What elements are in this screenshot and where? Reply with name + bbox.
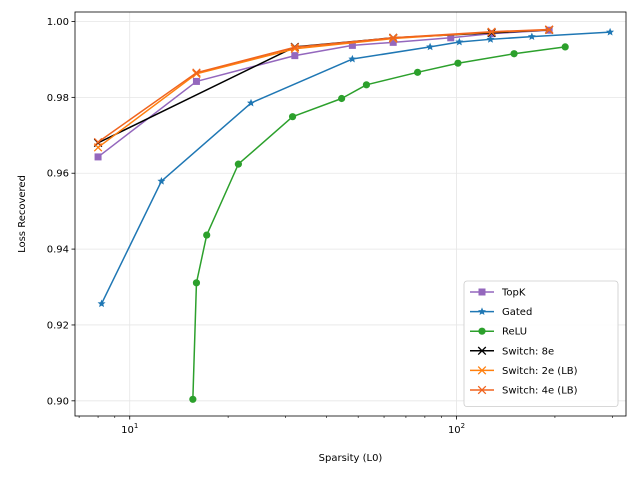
series-line <box>100 31 611 305</box>
data-point <box>454 59 462 67</box>
data-point <box>93 137 103 147</box>
y-tick-label: 0.90 <box>47 396 69 407</box>
data-point <box>561 43 569 51</box>
legend-label: Switch: 4e (LB) <box>502 386 578 397</box>
data-point <box>389 38 397 46</box>
y-tick-label: 0.94 <box>47 245 69 256</box>
y-tick-label: 1.00 <box>47 17 69 28</box>
series-switch-4e-lb <box>93 25 554 147</box>
x-tick-label: 102 <box>448 422 465 436</box>
data-point <box>388 33 398 43</box>
data-point <box>203 231 211 239</box>
data-point <box>94 153 102 161</box>
legend-entry: Switch: 8e <box>470 346 554 357</box>
legend-label: Switch: 8e <box>502 346 554 357</box>
data-point <box>157 176 166 185</box>
series-line <box>97 29 550 149</box>
data-point <box>606 27 615 36</box>
legend-entry: Gated <box>470 307 532 318</box>
legend-box <box>463 280 619 407</box>
y-tick-label: 0.98 <box>47 93 69 104</box>
series-relu <box>189 43 569 403</box>
data-point <box>192 68 201 77</box>
series-topk <box>94 26 553 161</box>
axes: 101 102 0.90 0.92 0.94 0.96 0.98 1.00 <box>47 17 613 436</box>
series-line <box>97 29 550 158</box>
legend-marker <box>478 327 486 335</box>
data-point <box>189 395 197 403</box>
legend-entry: ReLU <box>470 327 527 338</box>
data-point <box>192 279 201 287</box>
plot-frame <box>74 11 627 417</box>
legend-marker <box>478 288 486 296</box>
data-point <box>290 44 300 54</box>
data-point <box>338 94 346 103</box>
grid <box>75 12 626 416</box>
series-line <box>97 28 550 143</box>
legend-marker <box>478 307 486 315</box>
legend-label: Switch: 2e (LB) <box>502 366 578 377</box>
plot-series <box>93 25 615 403</box>
data-point <box>291 52 299 60</box>
data-point <box>544 25 554 34</box>
legend-label: TopK <box>501 288 526 299</box>
legend-label: Gated <box>502 307 532 318</box>
data-point <box>234 160 242 168</box>
legend-entry: Switch: 4e (LB) <box>470 386 578 397</box>
x-tick-label: 101 <box>121 422 138 436</box>
data-point <box>527 32 536 41</box>
legend: TopK Gated ReLU Switch: 8e Switch: 2e (LB) Sw… <box>463 280 619 407</box>
y-axis-label: Loss Recovered <box>17 175 28 253</box>
data-point <box>486 35 495 43</box>
x-axis-label: Sparsity (L0) <box>319 453 383 464</box>
legend-marker <box>477 366 487 375</box>
data-point <box>413 68 422 76</box>
legend-marker <box>477 385 487 395</box>
series-line <box>97 29 550 144</box>
legend-entry: TopK <box>470 288 526 299</box>
series-gated <box>97 27 615 308</box>
data-point <box>362 81 371 89</box>
legend-entry: Switch: 2e (LB) <box>470 366 578 377</box>
legend-marker <box>477 346 487 356</box>
data-point <box>247 98 255 107</box>
y-tick-label: 0.92 <box>47 320 69 331</box>
data-point <box>290 43 300 52</box>
data-point <box>455 37 464 46</box>
data-point <box>447 34 455 42</box>
data-point <box>288 113 297 121</box>
y-tick-label: 0.96 <box>47 169 69 180</box>
data-point <box>192 77 200 85</box>
legend-label: ReLU <box>502 327 527 338</box>
data-point <box>348 54 357 63</box>
data-point <box>510 50 518 58</box>
data-point <box>97 299 106 308</box>
data-point <box>487 27 496 36</box>
data-point <box>426 42 435 51</box>
data-point <box>348 41 356 49</box>
